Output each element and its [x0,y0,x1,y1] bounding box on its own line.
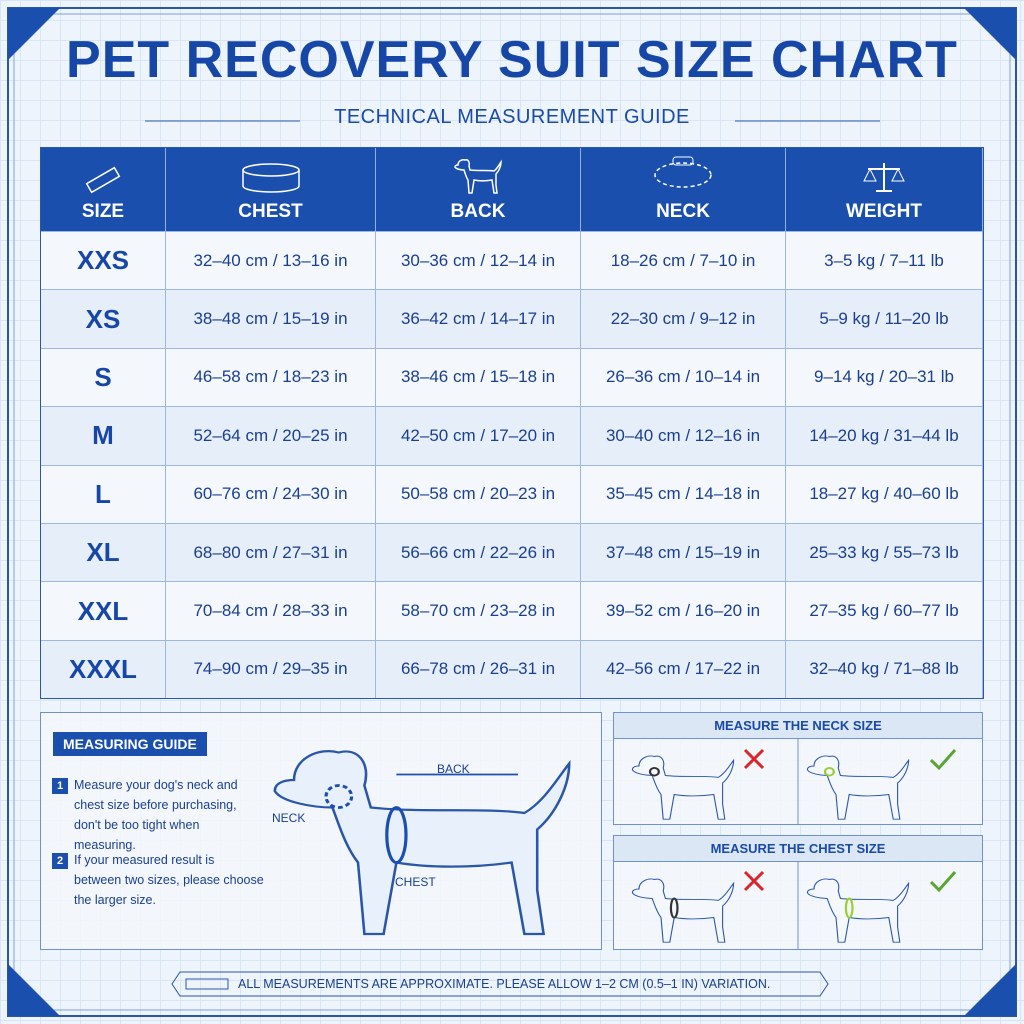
column-header: WEIGHT [846,201,922,222]
guide-title: MEASURING GUIDE [53,732,207,756]
size-cell: XL [41,522,166,582]
measurement-cell: 70–84 cm / 28–33 in [166,581,376,640]
measurement-cell: 68–80 cm / 27–31 in [166,522,376,582]
size-cell: M [41,406,166,465]
size-cell: XS [41,289,166,348]
header-cell: CHEST [166,148,376,231]
step-number: 1 [52,778,68,794]
neck-label: NECK [272,811,306,825]
measurement-cell: 25–33 kg / 55–73 lb [786,522,983,582]
measurement-cell: 35–45 cm / 14–18 in [581,464,786,523]
measurement-cell: 36–42 cm / 14–17 in [376,289,581,348]
measurement-cell: 60–76 cm / 24–30 in [166,464,376,523]
measurement-cell: 30–40 cm / 12–16 in [581,406,786,465]
measurement-cell: 32–40 kg / 71–88 lb [786,639,983,699]
subtitle: TECHNICAL MEASUREMENT GUIDE [334,106,690,128]
size-cell: XXXL [41,639,166,699]
measurement-cell: 22–30 cm / 9–12 in [581,289,786,348]
column-header: BACK [450,201,506,222]
measurement-cell: 30–36 cm / 12–14 in [376,231,581,290]
measurement-cell: 18–26 cm / 7–10 in [581,231,786,290]
column-header: NECK [656,201,710,222]
measurement-cell: 27–35 kg / 60–77 lb [786,581,983,640]
measurement-cell: 38–46 cm / 15–18 in [376,347,581,407]
header-cell: NECK [581,148,786,231]
footer-frame [171,971,829,997]
measurement-cell: 58–70 cm / 23–28 in [376,581,581,640]
measurement-cell: 42–50 cm / 17–20 in [376,406,581,465]
step-text: If your measured result is between two s… [74,853,264,907]
measurement-cell: 38–48 cm / 15–19 in [166,289,376,348]
size-cell: L [41,464,166,523]
measurement-cell: 14–20 kg / 31–44 lb [786,406,983,465]
size-cell: XXS [41,231,166,290]
column-header: CHEST [238,201,303,222]
measurement-cell: 3–5 kg / 7–11 lb [786,231,983,290]
measurement-cell: 9–14 kg / 20–31 lb [786,347,983,407]
step-text: Measure your dog's neck and chest size b… [74,778,238,852]
header-cell: SIZE [41,148,166,231]
panel-title: MEASURE THE CHEST SIZE [614,836,982,862]
step-number: 2 [52,853,68,869]
measurement-cell: 18–27 kg / 40–60 lb [786,464,983,523]
dog-illustration [273,749,571,936]
back-label: BACK [437,762,470,776]
size-cell: S [41,347,166,407]
header-cell: BACK [376,148,581,231]
measurement-cell: 32–40 cm / 13–16 in [166,231,376,290]
chest-label: CHEST [395,875,436,889]
measurement-cell: 52–64 cm / 20–25 in [166,406,376,465]
column-header: SIZE [81,201,125,222]
measurement-cell: 39–52 cm / 16–20 in [581,581,786,640]
header-cell: WEIGHT [786,148,983,231]
measurement-cell: 37–48 cm / 15–19 in [581,522,786,582]
measurement-cell: 56–66 cm / 22–26 in [376,522,581,582]
panel-illustrations [631,738,957,950]
measurement-cell: 46–58 cm / 18–23 in [166,347,376,407]
measurement-cell: 42–56 cm / 17–22 in [581,639,786,699]
measurement-cell: 50–58 cm / 20–23 in [376,464,581,523]
title: PET RECOVERY SUIT SIZE CHART [66,31,958,89]
size-table: SIZE CHEST BACK NECK WEIGHT XXS 32–40 cm … [40,147,984,700]
measurement-cell: 26–36 cm / 10–14 in [581,347,786,407]
measurement-cell: 5–9 kg / 11–20 lb [786,289,983,348]
size-cell: XXL [41,581,166,640]
measurement-cell: 66–78 cm / 26–31 in [376,639,581,699]
measurement-cell: 74–90 cm / 29–35 in [166,639,376,699]
footer-note: ALL MEASUREMENTS ARE APPROXIMATE. PLEASE… [238,977,771,991]
